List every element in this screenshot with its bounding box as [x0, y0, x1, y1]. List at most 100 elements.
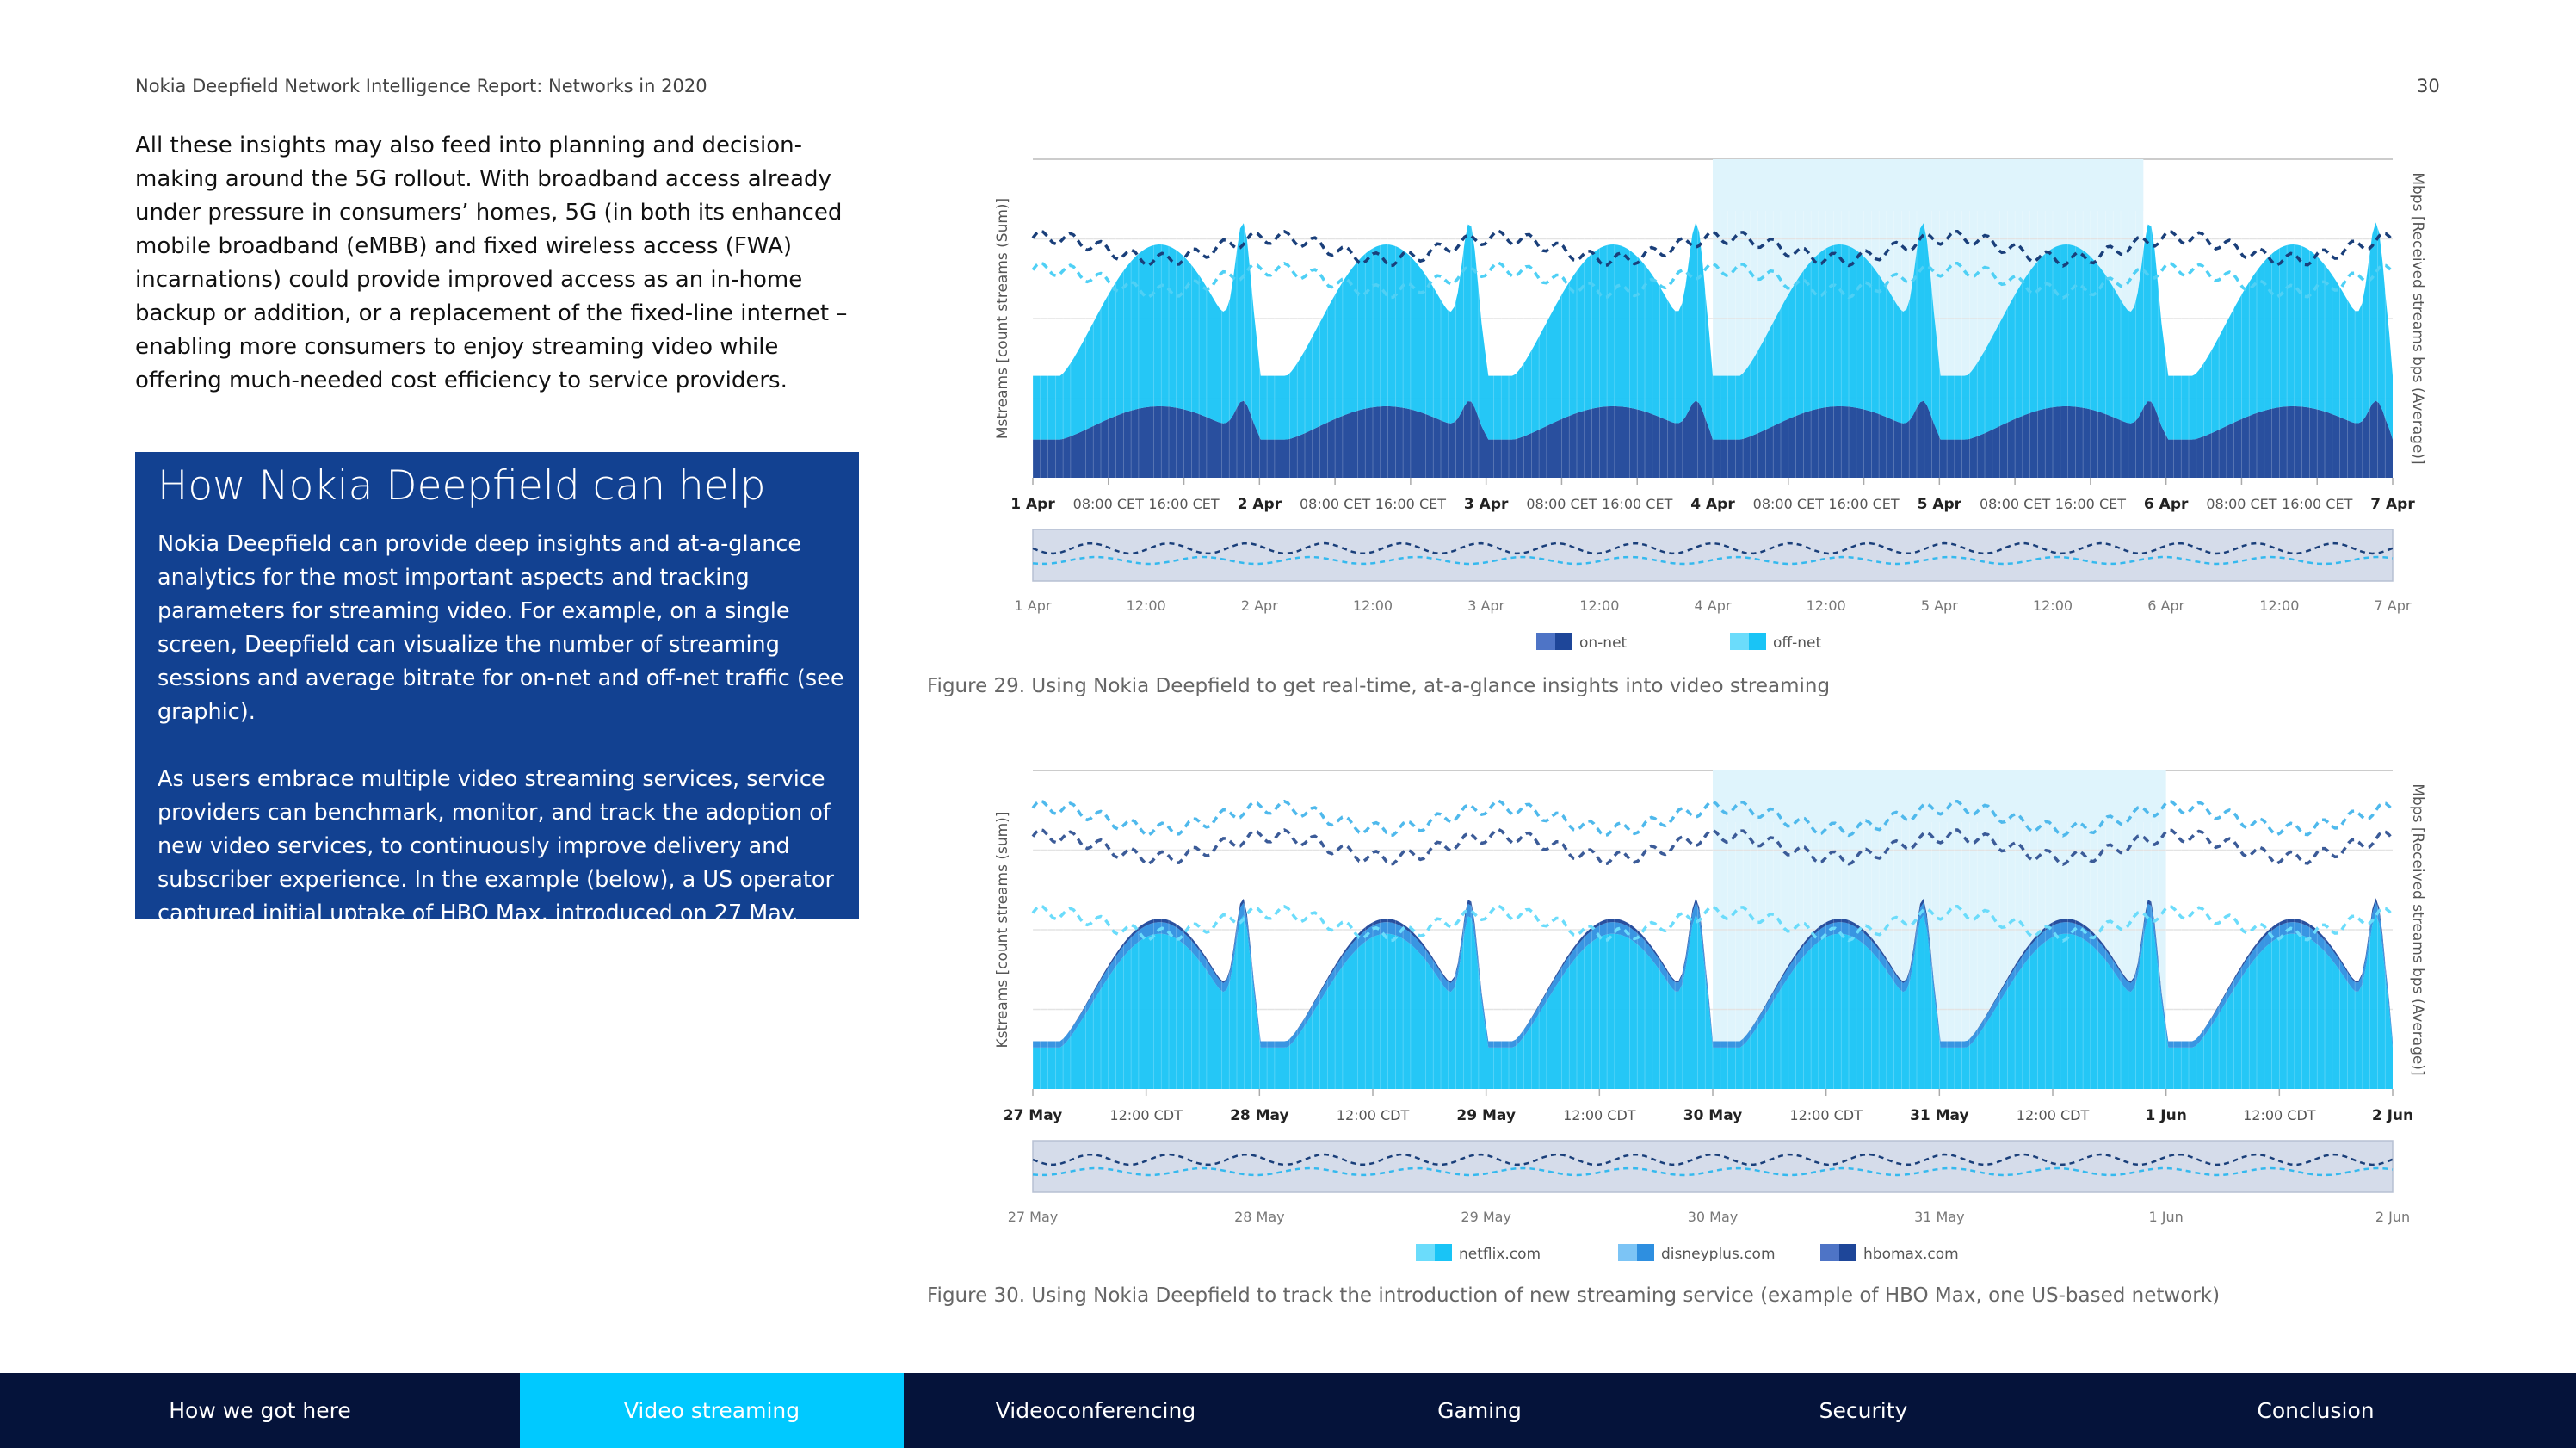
area-series-on-net — [1033, 400, 2393, 478]
help-box: How Nokia Deepfield can help Nokia Deepf… — [135, 452, 859, 926]
streaming-sessions-chart: Mstreams [count streams (Sum)] Mbps [Rece… — [994, 158, 2426, 650]
line-series-off-net-bitrate — [1031, 261, 2394, 300]
navigator-tick-label: 7 Apr — [2375, 597, 2412, 614]
nav-tab-video-streaming[interactable]: Video streaming — [520, 1373, 904, 1448]
line-series-disneyplus-bitrate — [1031, 904, 2394, 943]
legend-swatch — [1839, 1244, 1856, 1261]
legend-swatch — [1820, 1244, 1839, 1261]
x-tick-label: 08:00 CET — [1753, 496, 1824, 512]
bottom-nav: How we got here Video streaming Videocon… — [0, 1373, 2576, 1448]
legend-swatch — [1416, 1244, 1435, 1261]
area-series-netflix-com — [1033, 914, 2393, 1089]
x-tick-label: 1 Jun — [2146, 1107, 2187, 1124]
x-tick-label: 5 Apr — [1918, 496, 1962, 513]
line-series-hbomax-bitrate — [1031, 827, 2394, 867]
x-tick-label: 16:00 CET — [1375, 496, 1446, 512]
area-series-disneyplus-com — [1033, 901, 2393, 1048]
legend-label: off-net — [1773, 634, 1821, 650]
x-tick-label: 27 May — [1004, 1107, 1063, 1124]
navigator-band — [1032, 529, 2394, 582]
report-title: Nokia Deepfield Network Intelligence Rep… — [135, 76, 707, 96]
nav-tab-security[interactable]: Security — [1819, 1398, 1908, 1423]
x-tick-label: 08:00 CET — [1980, 496, 2050, 512]
nav-tab-videoconferencing[interactable]: Videoconferencing — [995, 1398, 1196, 1423]
x-tick-label: 16:00 CET — [1602, 496, 1672, 512]
x-tick-label: 12:00 CDT — [2243, 1107, 2316, 1123]
x-tick-label: 16:00 CET — [2282, 496, 2352, 512]
nav-tab-conclusion[interactable]: Conclusion — [2257, 1398, 2375, 1423]
x-tick-label: 08:00 CET — [1526, 496, 1597, 512]
navigator-tick-label: 1 Jun — [2149, 1209, 2184, 1225]
y-axis-label-right: Mbps [Received streams bps (Average)] — [2409, 783, 2426, 1075]
navigator-tick-label: 12:00 — [1127, 597, 1166, 614]
navigator-tick-label: 12:00 — [2033, 597, 2073, 614]
y-axis-label-left: Kstreams [count streams (sum)] — [994, 812, 1011, 1049]
nav-tab-gaming[interactable]: Gaming — [1437, 1398, 1522, 1423]
help-paragraph-1: Nokia Deepfield can provide deep insight… — [158, 531, 844, 725]
x-tick-label: 2 Apr — [1238, 496, 1282, 513]
navigator-tick-label: 3 Apr — [1467, 597, 1504, 614]
x-tick-label: 2 Jun — [2372, 1107, 2413, 1124]
x-tick-label: 4 Apr — [1690, 496, 1735, 513]
navigator-tick-label: 2 Jun — [2375, 1209, 2410, 1225]
figure-30-caption: Figure 30. Using Nokia Deepfield to trac… — [927, 1284, 2221, 1307]
intro-paragraph: All these insights may also feed into pl… — [135, 133, 848, 393]
line-series-netflix-bitrate — [1031, 799, 2394, 838]
navigator-tick-label: 28 May — [1234, 1209, 1285, 1225]
legend-label: on-net — [1579, 634, 1628, 650]
legend-swatch — [1435, 1244, 1452, 1261]
nav-tab-how-we-got-here[interactable]: How we got here — [169, 1398, 351, 1423]
x-tick-label: 31 May — [1910, 1107, 1969, 1124]
x-tick-label: 7 Apr — [2370, 496, 2415, 513]
legend-swatch — [1637, 1244, 1654, 1261]
area-series-off-net — [1033, 222, 2393, 440]
navigator-tick-label: 1 Apr — [1015, 597, 1052, 614]
navigator-tick-label: 29 May — [1461, 1209, 1511, 1225]
line-series-on-net-bitrate — [1031, 229, 2394, 268]
x-tick-label: 12:00 CDT — [1337, 1107, 1410, 1123]
navigator-tick-label: 12:00 — [1353, 597, 1393, 614]
help-box-title: How Nokia Deepfield can help — [158, 462, 766, 510]
x-tick-label: 12:00 CDT — [2017, 1107, 2090, 1123]
x-tick-label: 12:00 CDT — [1109, 1107, 1183, 1123]
legend-swatch — [1618, 1244, 1637, 1261]
page-number: 30 — [2417, 76, 2440, 96]
navigator-tick-label: 5 Apr — [1921, 597, 1958, 614]
navigator-tick-label: 2 Apr — [1241, 597, 1278, 614]
navigator-tick-label: 12:00 — [1807, 597, 1846, 614]
legend-swatch — [1536, 633, 1555, 650]
legend-label: netflix.com — [1459, 1246, 1541, 1261]
x-tick-label: 08:00 CET — [2206, 496, 2276, 512]
navigator-band — [1032, 1140, 2394, 1193]
navigator-tick-label: 27 May — [1008, 1209, 1059, 1225]
navigator-tick-label: 31 May — [1914, 1209, 1965, 1225]
y-axis-label-left: Mstreams [count streams (Sum)] — [994, 198, 1011, 439]
navigator-line-2 — [1032, 555, 2394, 566]
service-adoption-chart: Kstreams [count streams (sum)] Mbps [Rece… — [994, 770, 2426, 1261]
x-tick-label: 29 May — [1456, 1107, 1516, 1124]
x-tick-label: 28 May — [1230, 1107, 1289, 1124]
navigator-tick-label: 30 May — [1688, 1209, 1739, 1225]
legend-label: hbomax.com — [1863, 1246, 1959, 1261]
x-tick-label: 08:00 CET — [1300, 496, 1370, 512]
legend-swatch — [1730, 633, 1749, 650]
x-tick-label: 16:00 CET — [2055, 496, 2126, 512]
x-tick-label: 1 Apr — [1010, 496, 1055, 513]
x-tick-label: 16:00 CET — [1148, 496, 1219, 512]
x-tick-label: 3 Apr — [1464, 496, 1509, 513]
x-tick-label: 6 Apr — [2144, 496, 2189, 513]
x-tick-label: 12:00 CDT — [1563, 1107, 1636, 1123]
navigator-tick-label: 12:00 — [1579, 597, 1619, 614]
x-tick-label: 08:00 CET — [1073, 496, 1144, 512]
x-tick-label: 12:00 CDT — [1789, 1107, 1863, 1123]
navigator-tick-label: 12:00 — [2259, 597, 2299, 614]
y-axis-label-right: Mbps [Received streams bps (Average)] — [2409, 172, 2426, 464]
help-box-body: Nokia Deepfield can provide deep insight… — [158, 528, 846, 964]
x-tick-label: 16:00 CET — [1828, 496, 1899, 512]
navigator-tick-label: 4 Apr — [1695, 597, 1732, 614]
navigator-line-2 — [1032, 1166, 2394, 1177]
legend-swatch — [1555, 633, 1572, 650]
figure-29-caption: Figure 29. Using Nokia Deepfield to get … — [927, 675, 1831, 697]
x-tick-label: 30 May — [1683, 1107, 1743, 1124]
legend-label: disneyplus.com — [1661, 1246, 1776, 1261]
